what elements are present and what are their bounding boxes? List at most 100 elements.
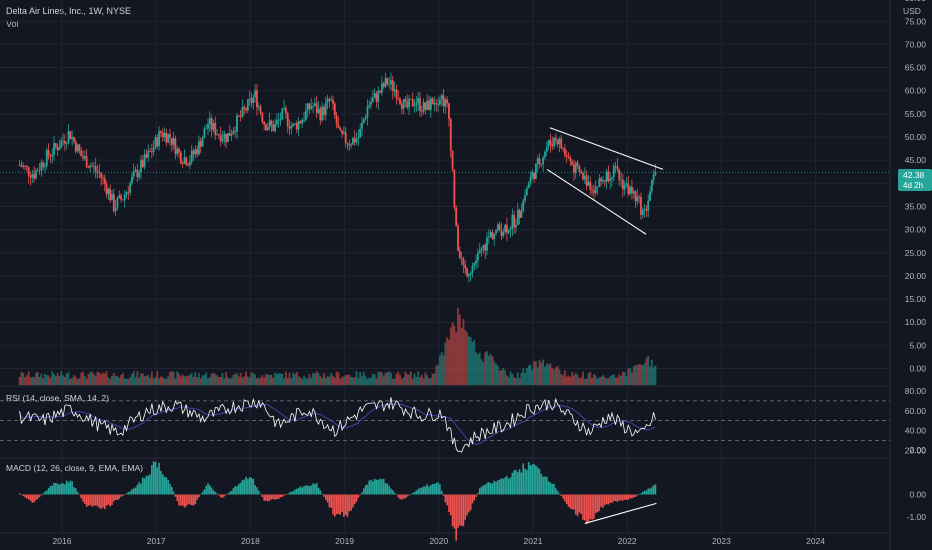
candle-body (395, 89, 398, 99)
volume-bar (53, 373, 55, 385)
candle-body (576, 162, 579, 167)
candle-body (428, 100, 430, 111)
macd-histogram-bar (174, 494, 177, 497)
candle-body (270, 120, 273, 125)
candle-body (553, 137, 555, 147)
candle-body (315, 103, 318, 113)
candle-body (607, 171, 610, 182)
macd-histogram-bar (266, 494, 269, 502)
macd-histogram-bar (319, 490, 322, 495)
volume-bar (424, 372, 427, 385)
price-tick-label: 75.00 (905, 16, 927, 26)
candle-body (185, 157, 188, 165)
volume-bar (366, 378, 369, 385)
volume-bar (156, 371, 159, 385)
macd-histogram-bar (401, 494, 403, 500)
volume-bar (317, 372, 320, 385)
volume-bar (51, 371, 54, 385)
macd-histogram-bar (449, 494, 452, 516)
macd-histogram-bar (536, 467, 539, 495)
volume-bar (35, 372, 37, 385)
candle-body (636, 196, 639, 202)
macd-histogram-bar (495, 481, 497, 495)
candle-body (51, 154, 54, 157)
volume-bar (511, 373, 514, 385)
macd-histogram-bar (386, 483, 389, 495)
macd-histogram-bar (196, 494, 198, 500)
price-pane[interactable] (0, 72, 890, 283)
volume-bar (303, 375, 305, 385)
macd-histogram-bar (614, 494, 617, 502)
price-tick-label: 50.00 (905, 132, 927, 142)
volume-bar (373, 374, 376, 385)
volume-bar (647, 355, 650, 385)
candle-body (210, 117, 213, 130)
candle-body (60, 141, 63, 148)
volume-bar (228, 378, 231, 385)
macd-pane[interactable] (18, 461, 657, 541)
macd-histogram-bar (649, 488, 651, 495)
macd-histogram-bar (143, 478, 146, 495)
candle-body (105, 183, 108, 195)
macd-histogram-bar (259, 493, 262, 495)
macd-histogram-bar (638, 494, 640, 495)
macd-histogram-bar (85, 494, 88, 507)
macd-histogram-bar (487, 482, 490, 495)
macd-histogram-bar (350, 494, 352, 511)
volume-bar (306, 378, 309, 385)
candle-body (141, 160, 144, 168)
macd-histogram-bar (24, 494, 26, 498)
macd-histogram-bar (192, 494, 195, 506)
macd-histogram-bar (228, 491, 231, 495)
candle-body (477, 253, 479, 261)
candle-body (612, 166, 615, 178)
macd-histogram-bar (263, 494, 265, 501)
volume-bar (80, 372, 83, 385)
candle-body (453, 169, 456, 208)
volume-bar (361, 376, 363, 385)
macd-histogram-bar (593, 494, 595, 519)
candle-body (444, 99, 447, 107)
volume-bar (78, 378, 81, 385)
volume-bar (364, 376, 367, 385)
candle-body (533, 172, 535, 180)
macd-histogram-bar (172, 491, 175, 495)
price-trendline (546, 168, 647, 235)
macd-histogram-bar (623, 494, 626, 500)
volume-bar (227, 377, 229, 385)
candle-body (91, 165, 93, 167)
candle-body (449, 119, 452, 151)
candle-body (592, 190, 595, 194)
volume-bar (413, 373, 416, 385)
volume-bar (520, 373, 523, 385)
volume-bar (96, 371, 99, 385)
volume-bar (433, 373, 436, 385)
candle-body (38, 170, 41, 172)
candle-body (138, 172, 141, 178)
macd-histogram-bar (368, 480, 371, 495)
macd-histogram-bar (82, 494, 84, 502)
macd-histogram-bar (314, 484, 316, 495)
candle-body (31, 174, 34, 178)
macd-histogram-bar (62, 483, 64, 495)
candle-body (420, 110, 423, 112)
macd-histogram-bar (132, 488, 135, 495)
candle-body (274, 124, 276, 132)
macd-histogram-bar (612, 494, 615, 502)
macd-histogram-bar (381, 479, 383, 495)
macd-histogram-bar (509, 477, 512, 495)
volume-bar (263, 377, 266, 385)
volume-bar (185, 376, 188, 385)
rsi-pane[interactable] (0, 397, 890, 453)
volume-bar (112, 373, 115, 385)
macd-histogram-bar (460, 494, 463, 526)
macd-histogram-bar (127, 492, 130, 495)
x-tick-label: 2018 (241, 536, 260, 546)
macd-histogram-bar (406, 494, 409, 497)
volume-bar (71, 377, 74, 385)
candle-body (524, 195, 526, 201)
candle-body (33, 174, 36, 179)
volume-bar (31, 376, 34, 385)
candle-body (390, 80, 392, 84)
